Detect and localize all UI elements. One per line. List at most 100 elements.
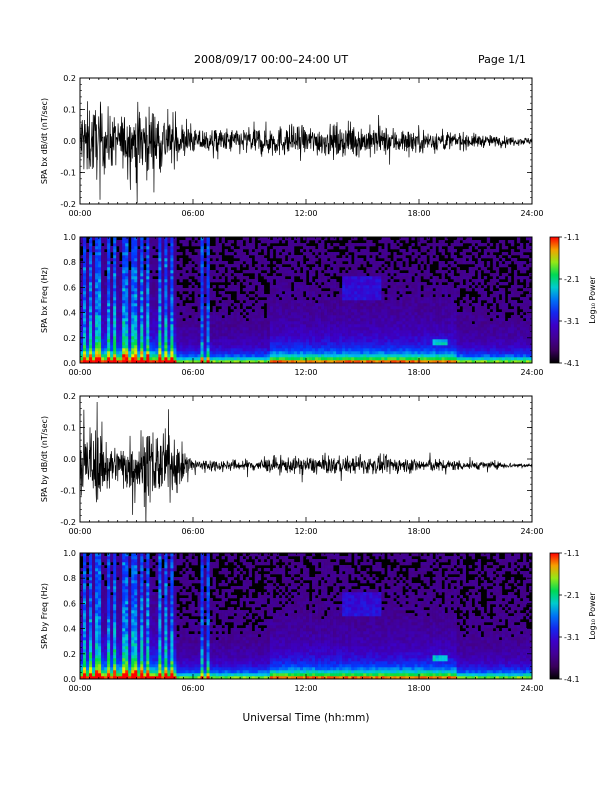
cell — [390, 321, 394, 325]
cell — [248, 357, 253, 361]
cell — [408, 330, 412, 334]
cell — [465, 312, 470, 316]
cell — [86, 243, 90, 247]
cell — [182, 240, 186, 244]
cell — [462, 249, 466, 253]
cell — [378, 327, 382, 331]
cell — [263, 321, 268, 325]
cell — [468, 330, 473, 334]
cell — [95, 354, 99, 358]
cell — [92, 303, 96, 307]
cell — [98, 261, 102, 265]
cell — [200, 285, 204, 289]
cell — [465, 237, 470, 241]
cell — [312, 300, 316, 304]
cell — [128, 252, 132, 256]
cell — [390, 291, 394, 295]
cell — [134, 321, 138, 325]
cell — [116, 351, 120, 355]
cell — [321, 333, 325, 337]
cell — [423, 297, 427, 301]
cell — [239, 330, 244, 334]
cell — [215, 243, 219, 247]
cell — [188, 306, 192, 310]
cell — [251, 339, 256, 343]
cell — [492, 345, 497, 349]
cell — [200, 282, 204, 286]
cell — [83, 318, 87, 322]
cell — [257, 270, 262, 274]
cell — [333, 321, 337, 325]
cell — [369, 297, 373, 301]
cell — [260, 333, 265, 337]
cell — [131, 333, 135, 337]
cell — [372, 357, 376, 361]
cell — [489, 351, 494, 355]
cell — [173, 252, 177, 256]
cell — [477, 276, 482, 280]
cell — [119, 270, 123, 274]
cell — [146, 285, 150, 289]
cell — [281, 321, 286, 325]
cell — [327, 261, 331, 265]
cell — [390, 261, 394, 265]
cell — [426, 351, 430, 355]
cell — [378, 333, 382, 337]
cell — [149, 276, 153, 280]
cell — [290, 252, 295, 256]
cell — [423, 318, 427, 322]
cell — [284, 249, 289, 253]
cell — [221, 276, 225, 280]
cell — [420, 303, 424, 307]
cell — [173, 321, 177, 325]
cell — [179, 342, 183, 346]
cell — [248, 267, 253, 271]
cell — [236, 306, 240, 310]
cell — [405, 345, 409, 349]
cell — [435, 336, 439, 340]
cell — [465, 336, 470, 340]
cell — [155, 342, 159, 346]
cell — [134, 303, 138, 307]
cell — [137, 249, 141, 253]
cell — [122, 348, 126, 352]
cell — [438, 291, 442, 295]
cell — [447, 288, 451, 292]
cell — [272, 291, 277, 295]
cell — [462, 306, 466, 310]
cell — [83, 267, 87, 271]
cell — [396, 276, 400, 280]
cell — [417, 312, 421, 316]
cell — [369, 324, 373, 328]
cell — [170, 303, 174, 307]
cell — [185, 273, 189, 277]
cell — [396, 336, 400, 340]
cell — [336, 294, 340, 298]
cell — [236, 321, 240, 325]
cell — [272, 336, 277, 340]
cell — [396, 303, 400, 307]
cell — [137, 261, 141, 265]
cell — [143, 336, 147, 340]
cell — [119, 342, 123, 346]
cell — [468, 300, 473, 304]
cell — [185, 303, 189, 307]
cell — [456, 345, 460, 349]
cell — [122, 312, 126, 316]
cell — [474, 327, 479, 331]
cell — [378, 291, 382, 295]
cell — [173, 285, 177, 289]
cell — [179, 327, 183, 331]
cell — [450, 324, 454, 328]
cell — [372, 351, 376, 355]
cell — [272, 237, 277, 241]
cell — [287, 339, 292, 343]
cell — [366, 318, 370, 322]
cell — [489, 294, 494, 298]
cell — [375, 357, 379, 361]
cell — [432, 354, 436, 358]
cell — [155, 237, 159, 241]
cell — [260, 246, 265, 250]
cell — [447, 273, 451, 277]
cell — [381, 315, 385, 319]
